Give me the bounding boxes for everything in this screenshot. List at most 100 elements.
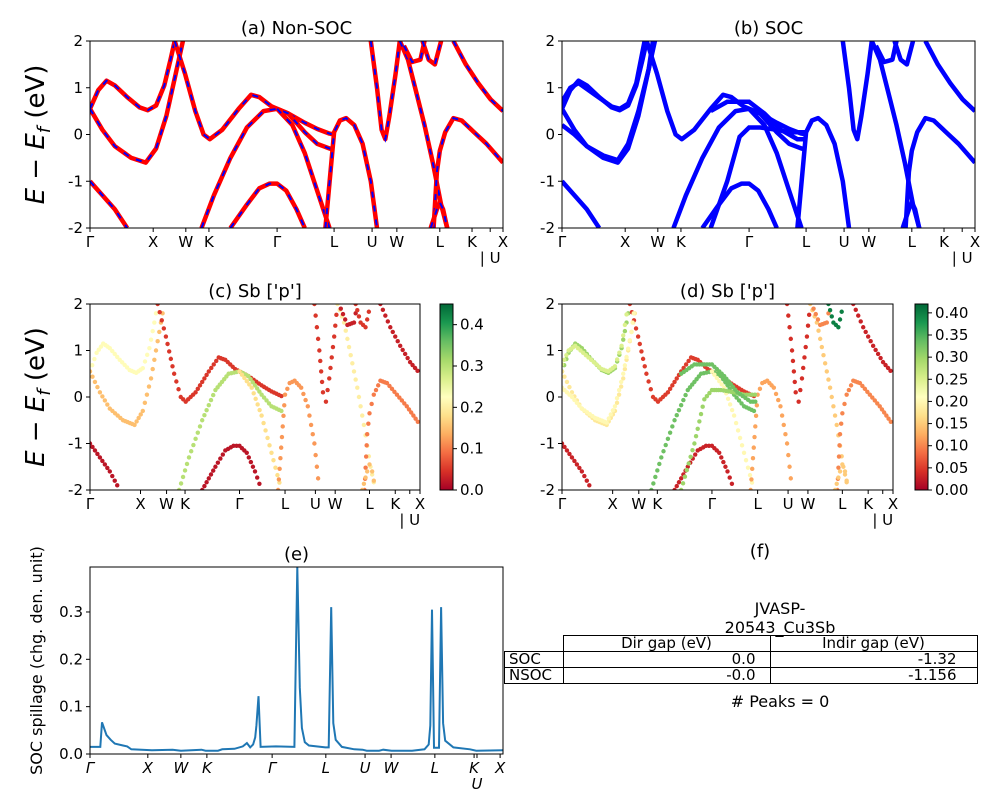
x-tick-label: | U	[872, 511, 893, 529]
projection-point	[355, 385, 360, 390]
projection-point	[753, 424, 758, 429]
projection-point	[279, 393, 284, 399]
projection-point	[279, 434, 285, 440]
projection-point	[397, 395, 402, 400]
projection-point	[665, 390, 671, 395]
projection-point	[365, 317, 370, 322]
projection-point	[844, 478, 849, 483]
projection-point	[218, 456, 223, 461]
projection-point	[837, 432, 843, 437]
projection-point	[827, 308, 833, 313]
projection-point	[333, 323, 338, 328]
projection-point	[338, 306, 343, 311]
projection-point	[193, 390, 198, 395]
projection-point	[567, 451, 572, 457]
projection-point	[204, 372, 209, 378]
x-tick-label: L	[431, 759, 439, 777]
projection-point	[167, 349, 172, 354]
projection-point	[562, 362, 565, 367]
projection-point	[193, 436, 198, 442]
projection-point	[787, 464, 792, 469]
projection-point	[211, 468, 216, 473]
projection-point	[827, 385, 833, 390]
projection-point	[877, 404, 882, 409]
projection-point	[616, 392, 622, 397]
band-line	[90, 179, 130, 228]
panel-title: (b) SOC	[734, 18, 803, 39]
colorbar-tick-label: 0.15	[935, 415, 968, 433]
x-tick-label: U	[471, 775, 482, 793]
projection-point	[92, 379, 98, 385]
projection-point	[220, 452, 226, 457]
projection-point	[376, 383, 381, 388]
projection-point	[822, 361, 828, 366]
projection-point	[670, 424, 675, 429]
projection-point	[171, 371, 177, 376]
projection-point	[667, 430, 673, 435]
band-line-overlay	[90, 41, 176, 112]
band-line	[840, 41, 875, 142]
projection-point	[788, 336, 794, 342]
panel-d: 0.00 0.05 0.10 0.15 0.20 0.25 0.30 0.35 0.40 2 1 0 -…	[540, 281, 968, 529]
projection-point	[200, 487, 205, 490]
projection-point	[358, 404, 363, 409]
projection-point	[345, 336, 350, 342]
projection-point	[616, 387, 622, 393]
projection-point	[614, 400, 620, 406]
projection-point	[366, 309, 372, 314]
projection-point	[96, 347, 102, 352]
projection-point	[622, 363, 628, 368]
projection-point	[161, 326, 167, 331]
projection-point	[651, 481, 656, 486]
projection-point	[683, 362, 689, 367]
projection-point	[670, 383, 675, 388]
projection-point	[250, 380, 255, 385]
band-line-overlay	[324, 116, 378, 228]
plot-area	[562, 41, 975, 228]
projection-point	[105, 402, 110, 407]
projection-point	[798, 387, 803, 393]
projection-point	[655, 468, 660, 473]
projection-point	[367, 462, 372, 467]
x-tick-label: W	[631, 495, 646, 513]
projection-point	[676, 407, 682, 413]
projection-point	[884, 413, 889, 418]
projection-point	[723, 464, 728, 469]
projection-point	[621, 337, 626, 342]
projection-point	[811, 306, 816, 311]
projection-point	[277, 466, 282, 472]
projection-point	[838, 421, 844, 426]
projection-point	[138, 412, 143, 417]
projection-point	[182, 468, 188, 473]
projection-point	[582, 473, 587, 479]
projection-point	[202, 413, 207, 418]
projection-point	[363, 475, 368, 480]
projection-point	[733, 420, 739, 426]
projection-point	[753, 399, 758, 404]
projection-point	[215, 460, 221, 465]
projection-point	[888, 368, 893, 374]
projection-point	[674, 483, 679, 489]
projection-point	[153, 311, 159, 316]
projection-point	[832, 413, 838, 418]
projection-point	[132, 422, 137, 428]
plot-area	[562, 304, 893, 490]
projection-point	[204, 407, 209, 413]
x-tick-label: X	[142, 759, 154, 777]
x-tick-label: Γ	[268, 759, 278, 777]
projection-point	[639, 349, 644, 354]
y-tick-label: 0	[73, 388, 83, 406]
projection-point	[168, 356, 174, 362]
x-tick-label: L	[322, 759, 330, 777]
projection-point	[786, 313, 791, 318]
projection-point	[667, 386, 673, 392]
panel-e: 0.00.10.20.3Γ X W K Γ L U W L KUX(e)SOC spillage …	[27, 544, 506, 793]
projection-point	[796, 399, 801, 404]
projection-point	[385, 319, 391, 324]
projection-point	[837, 317, 843, 322]
x-tick-label: U	[360, 759, 371, 777]
projection-point	[351, 320, 357, 325]
band-line-overlay	[369, 41, 401, 143]
band-line	[892, 41, 916, 67]
band-line-overlay	[90, 41, 184, 164]
